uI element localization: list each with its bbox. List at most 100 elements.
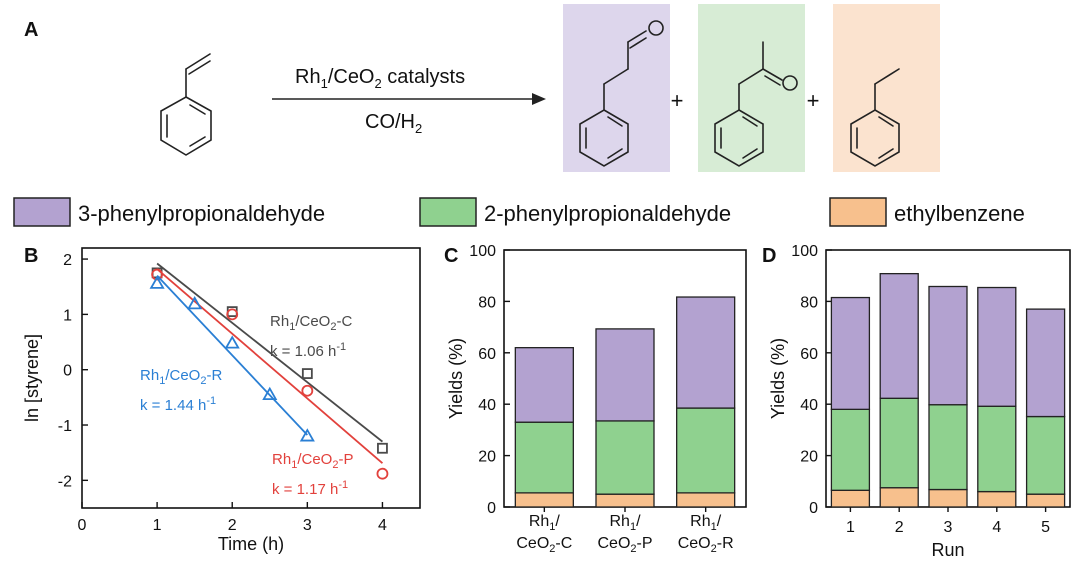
y-tick-label: 20 — [478, 449, 496, 466]
y-tick-label: 60 — [800, 346, 818, 363]
bar-segment — [1025, 493, 1066, 508]
data-point — [301, 384, 314, 397]
fit-line — [156, 275, 308, 436]
y-tick-label: 0 — [809, 500, 818, 517]
y-tick-label: 60 — [478, 346, 496, 363]
y-tick-label: 40 — [478, 397, 496, 414]
legend-label: ethylbenzene — [894, 201, 1025, 226]
data-point — [376, 467, 389, 480]
data-point — [226, 308, 239, 321]
bar-segment — [514, 492, 574, 508]
y-tick-label: 0 — [63, 363, 72, 380]
legend-label: 2-phenylpropionaldehyde — [484, 201, 731, 226]
y-tick-label: -1 — [58, 418, 72, 435]
x-tick-label: Rh1/ — [609, 513, 641, 533]
bar-segment — [514, 347, 574, 423]
y-axis-label: Yields (%) — [768, 338, 788, 419]
bar-segment — [514, 421, 574, 494]
legend: 3-phenylpropionaldehyde 2-phenylpropional… — [13, 197, 1025, 227]
rate-constant-label: k = 1.44 h-1 — [140, 395, 216, 414]
reaction-arrow — [272, 93, 546, 105]
structure-ethylbenzene — [850, 68, 900, 167]
bar-segment — [676, 492, 736, 508]
bar-segment — [928, 285, 968, 406]
x-axis-label: Run — [931, 540, 964, 560]
panel-label-a: A — [24, 19, 38, 41]
conditions-label: CO/H2 — [365, 111, 422, 136]
reaction-scheme: A Rh1/CeO2 catalysts CO/H2 + + — [24, 4, 940, 172]
data-point — [301, 368, 313, 379]
x-tick-label: 1 — [153, 517, 162, 534]
data-point — [224, 335, 240, 349]
legend-swatch — [13, 197, 71, 227]
x-tick-label: Rh1/ — [529, 513, 561, 533]
panel-label-c: C — [444, 245, 458, 267]
x-tick-label: 4 — [378, 517, 387, 534]
x-tick-label: 2 — [228, 517, 237, 534]
bar-segment — [676, 407, 736, 494]
rate-constant-label: k = 1.17 h-1 — [272, 479, 348, 498]
y-tick-label: -2 — [58, 473, 72, 490]
x-tick-label: 3 — [944, 519, 953, 536]
x-tick-label: 3 — [303, 517, 312, 534]
data-point — [299, 428, 315, 442]
plus-sign-1: + — [671, 88, 684, 113]
product-box-3-ppa — [563, 4, 670, 172]
bar-segment — [595, 493, 655, 508]
y-tick-label: 20 — [800, 449, 818, 466]
product-box-ethylbenzene — [833, 4, 940, 172]
legend-swatch — [829, 197, 887, 227]
data-point — [187, 296, 203, 310]
fit-line — [156, 268, 384, 464]
data-point — [149, 275, 165, 289]
y-tick-label: 1 — [63, 307, 72, 324]
series-label: Rh1/CeO2-R — [140, 367, 222, 387]
y-tick-label: 80 — [478, 294, 496, 311]
bar-segment — [1025, 415, 1066, 495]
reagent-label: Rh1/CeO2 catalysts — [295, 66, 465, 91]
data-point — [151, 268, 164, 281]
x-axis-label: Time (h) — [218, 534, 284, 554]
bar-segment — [928, 404, 968, 491]
bar-segment — [830, 408, 871, 491]
y-tick-label: 40 — [800, 397, 818, 414]
bar-segment — [977, 490, 1017, 508]
y-axis-label: Yields (%) — [446, 338, 466, 419]
bar-segment — [977, 405, 1017, 493]
data-point — [262, 386, 278, 400]
rate-constant-label: k = 1.06 h-1 — [270, 341, 346, 360]
x-tick-label: 1 — [846, 519, 855, 536]
x-tick-label: Rh1/ — [690, 513, 722, 533]
styrene-structure — [160, 53, 212, 156]
y-tick-label: 0 — [487, 500, 496, 517]
bar-segment — [928, 488, 968, 508]
bar-segment — [977, 286, 1017, 407]
series-label: Rh1/CeO2-P — [272, 451, 353, 471]
y-tick-label: 100 — [791, 243, 818, 260]
bar-segment — [879, 397, 919, 489]
y-tick-label: 2 — [63, 252, 72, 269]
panel-label-b: B — [24, 245, 38, 267]
bar-segment — [830, 489, 871, 508]
bar-segment — [595, 420, 655, 495]
bar-segment — [879, 272, 919, 399]
x-tick-label: 4 — [992, 519, 1001, 536]
legend-swatch — [419, 197, 477, 227]
y-axis-label: ln [styrene] — [22, 334, 42, 422]
panel-c-catalyst-yields: C020406080100Rh1/CeO2-CRh1/CeO2-PRh1/CeO… — [444, 243, 747, 555]
bar-segment — [676, 296, 736, 409]
x-tick-label: 2 — [895, 519, 904, 536]
x-tick-label: 0 — [78, 517, 87, 534]
panel-d-recycling-yields: D 0 20 40 60 80 100 1 2 3 4 5 Yields (%) Run — [762, 243, 1071, 560]
y-tick-label: 100 — [469, 243, 496, 260]
bar-segment — [879, 487, 919, 508]
series-label: Rh1/CeO2-C — [270, 313, 352, 333]
x-tick-label: CeO2-C — [516, 535, 572, 555]
structure-2-phenylpropionaldehyde — [714, 41, 798, 167]
fit-line — [156, 262, 384, 443]
legend-label: 3-phenylpropionaldehyde — [78, 201, 325, 226]
bar-segment — [595, 328, 655, 422]
x-tick-label: CeO2-R — [678, 535, 734, 555]
